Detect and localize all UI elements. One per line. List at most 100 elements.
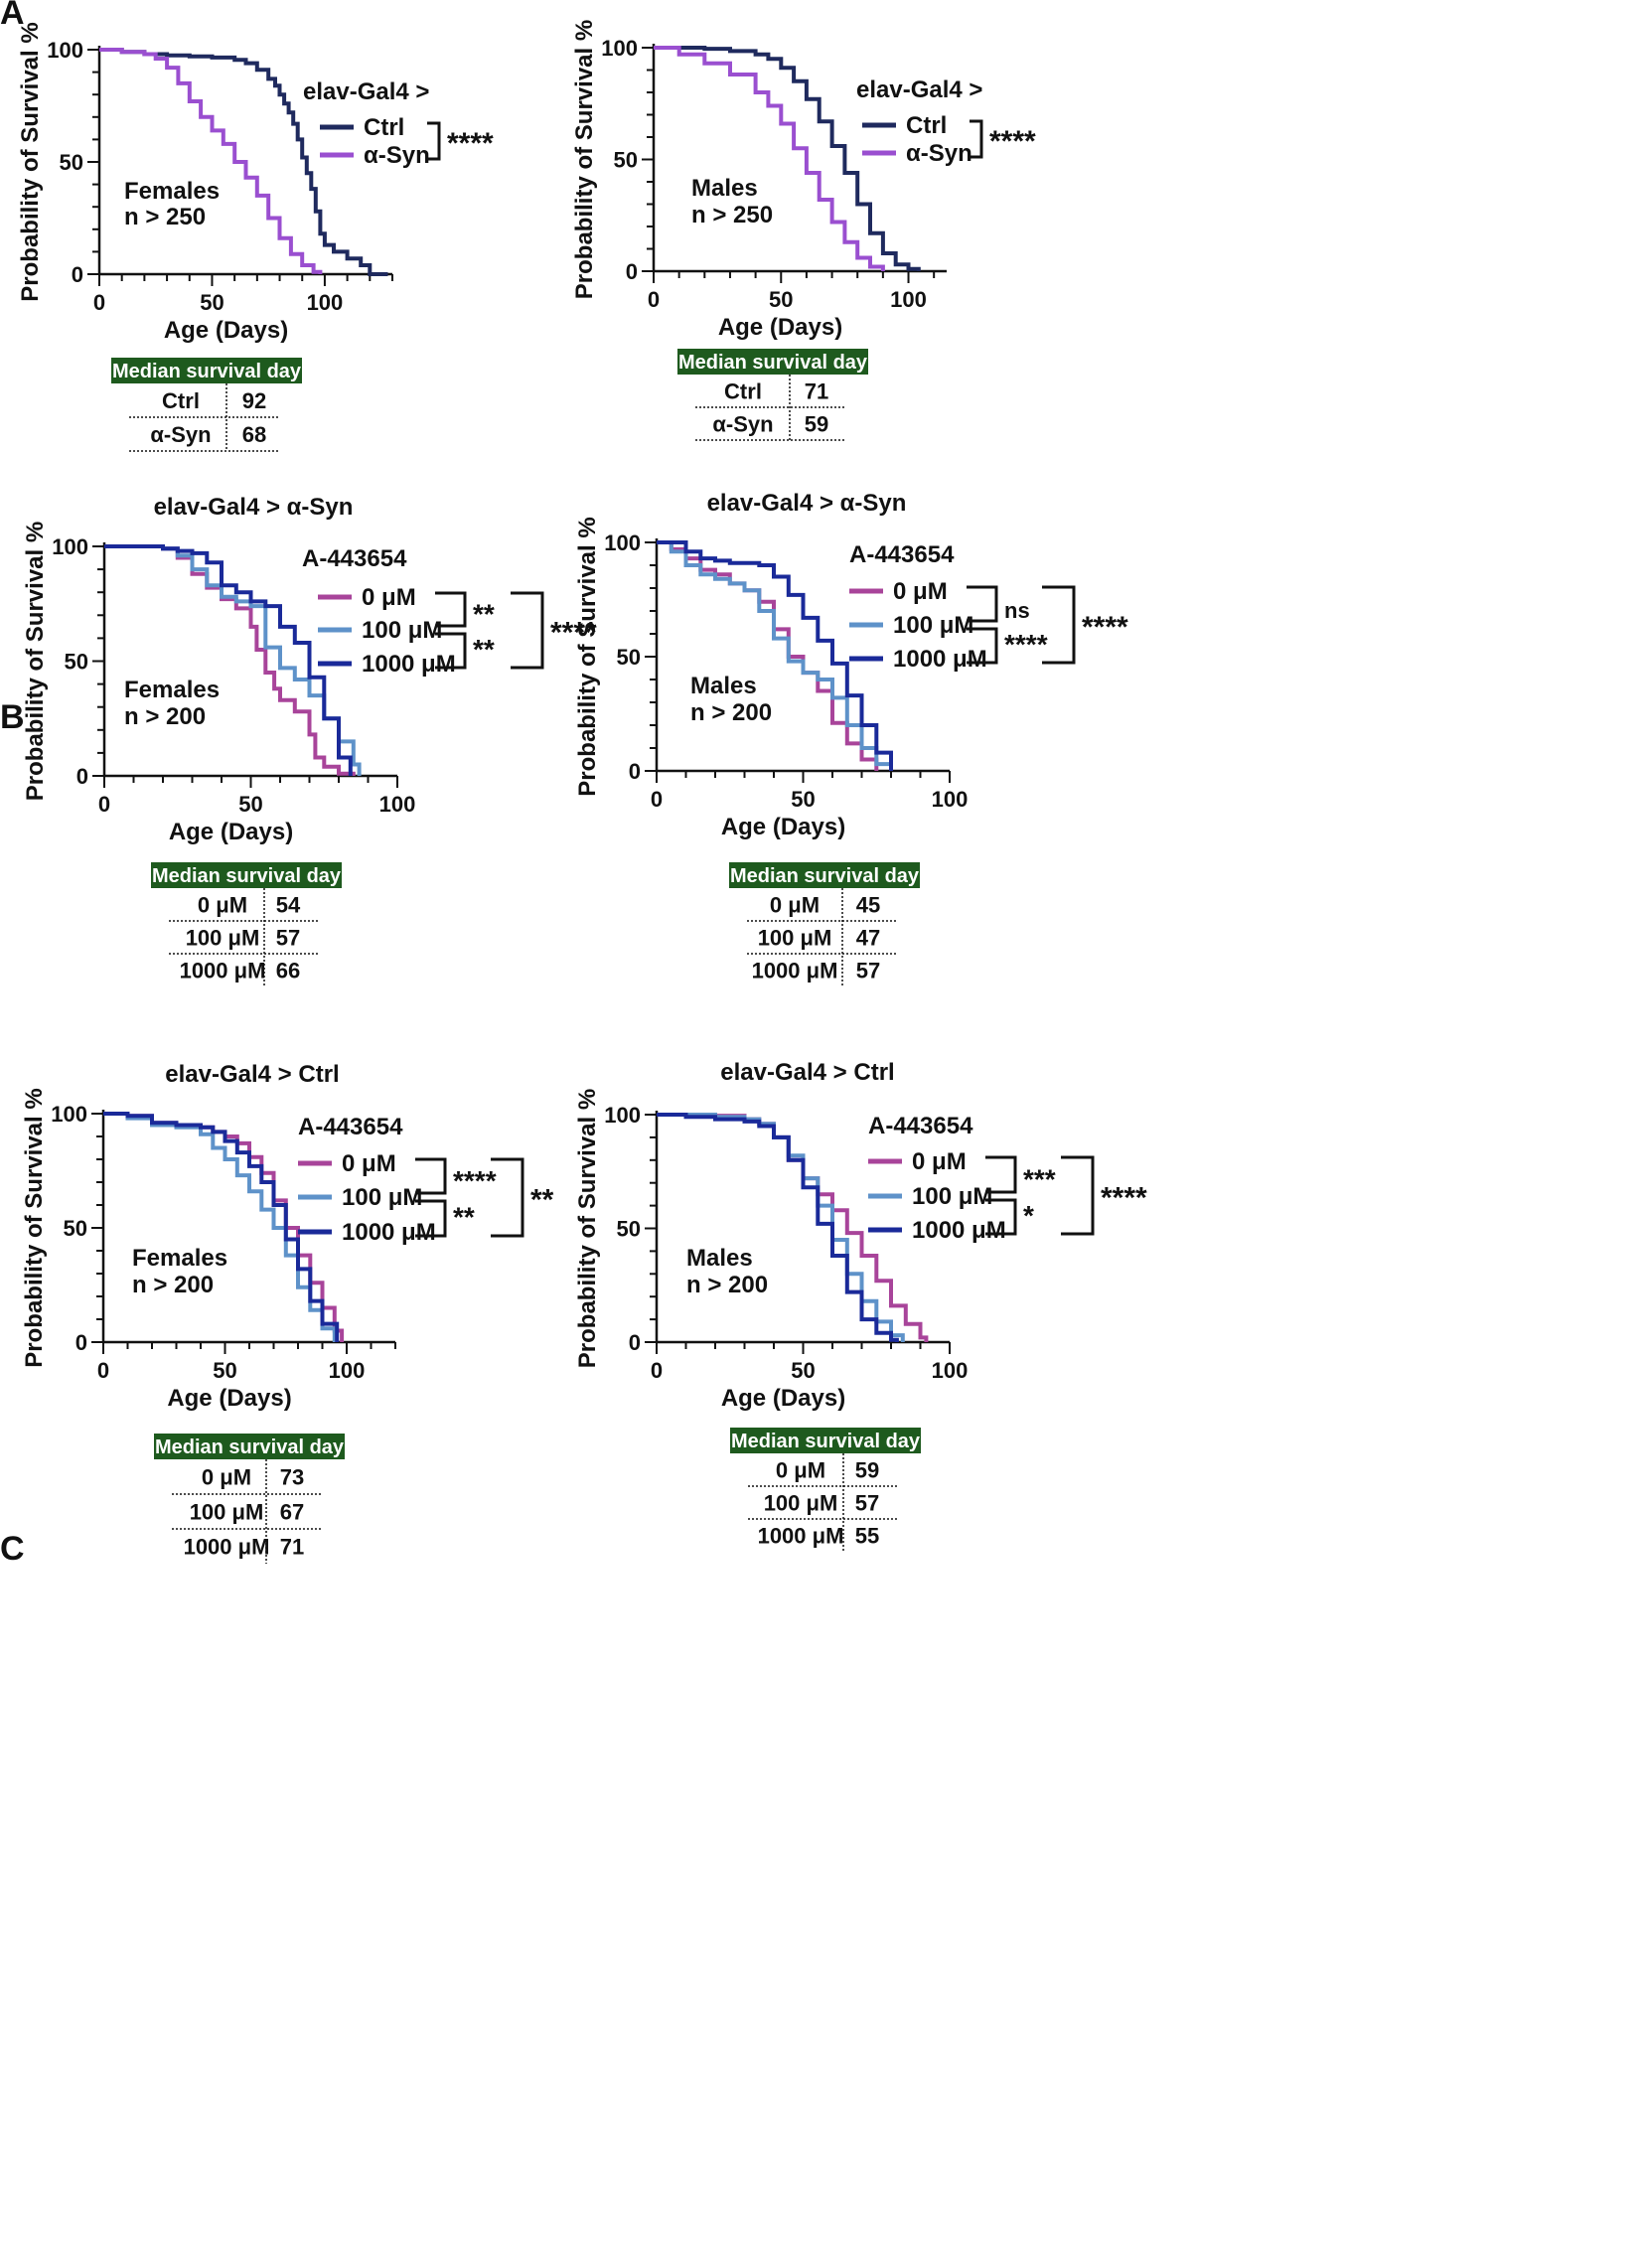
significance-bracket <box>967 585 998 623</box>
legend-title: elav-Gal4 > <box>303 78 429 105</box>
median-table-value: 71 <box>280 1535 304 1560</box>
median-table-group: 1000 μM <box>752 959 838 983</box>
y-tick-label: 0 <box>72 262 83 287</box>
significance-bracket <box>415 1157 447 1195</box>
chart-2: 0 50 100 0 50 100 Age (Days) Probability of Sur… <box>571 20 1036 441</box>
chart-4: elav-Gal4 > α-Syn 0 50 100 0 50 100 Age (Days) P… <box>574 490 1128 986</box>
median-table-value: 92 <box>242 388 266 413</box>
x-axis-label: Age (Days) <box>718 314 842 341</box>
legend-title: A-443654 <box>849 541 955 568</box>
median-table-value: 66 <box>276 959 300 983</box>
significance-bracket <box>1042 585 1076 665</box>
median-table-value: 67 <box>280 1500 304 1525</box>
x-tick-label: 50 <box>200 290 224 315</box>
median-table-group: 100 μM <box>764 1491 838 1516</box>
legend-title: A-443654 <box>868 1113 973 1139</box>
legend-label: Ctrl <box>364 114 404 141</box>
survival-curve-3 <box>657 540 893 771</box>
significance-label: ** <box>473 634 495 665</box>
chart-3: elav-Gal4 > α-Syn 0 50 100 0 50 100 Age (Days) P… <box>22 494 597 986</box>
group-label: Females <box>132 1245 227 1272</box>
survival-curve-3 <box>657 1113 899 1342</box>
y-axis-label: Probability of Survival % <box>21 1088 48 1367</box>
x-tick-label: 100 <box>307 290 344 315</box>
significance-label: **** <box>1101 1182 1147 1215</box>
x-tick-label: 0 <box>98 792 110 817</box>
significance-label: **** <box>550 617 597 650</box>
median-table-value: 54 <box>276 893 301 918</box>
survival-curve-1 <box>99 48 388 276</box>
median-table-group: α-Syn <box>150 422 211 447</box>
y-tick-label: 50 <box>60 150 83 175</box>
y-tick-label: 50 <box>617 1217 641 1242</box>
median-table-value: 45 <box>856 893 880 918</box>
panel-letter-b: B <box>0 698 25 736</box>
significance-bracket <box>427 121 441 161</box>
y-tick-label: 100 <box>604 1103 641 1128</box>
significance-bracket <box>491 1157 524 1238</box>
x-tick-label: 100 <box>932 787 969 812</box>
median-table-value: 68 <box>242 422 266 447</box>
x-tick-label: 100 <box>329 1358 366 1383</box>
median-table-group: 1000 μM <box>184 1535 270 1560</box>
significance-label: ** <box>473 599 495 630</box>
panel-letter-c: C <box>0 1530 25 1568</box>
y-tick-label: 50 <box>64 1216 87 1241</box>
x-tick-label: 0 <box>93 290 105 315</box>
y-tick-label: 100 <box>601 36 638 61</box>
group-label: Males <box>690 673 757 699</box>
median-table-header-bg <box>154 1434 345 1459</box>
y-tick-label: 50 <box>617 645 641 670</box>
chart-title: elav-Gal4 > α-Syn <box>154 494 354 521</box>
y-axis-label: Probability of Survival % <box>571 20 598 299</box>
group-label: Males <box>691 175 758 202</box>
x-axis-label: Age (Days) <box>167 1385 291 1412</box>
x-tick-label: 0 <box>651 787 663 812</box>
legend-title: A-443654 <box>298 1114 403 1140</box>
significance-label: ns <box>1004 598 1030 623</box>
significance-bracket <box>970 119 983 159</box>
group-label: Females <box>124 677 220 703</box>
significance-label: **** <box>453 1165 497 1196</box>
median-table-group: 100 μM <box>758 926 832 951</box>
sample-size-label: n > 250 <box>691 202 773 228</box>
median-table-header: Median survival day <box>112 361 302 382</box>
x-tick-label: 50 <box>769 287 793 312</box>
legend-label: 100 μM <box>912 1183 992 1210</box>
x-axis-label: Age (Days) <box>169 819 293 845</box>
legend-label: 100 μM <box>362 617 442 644</box>
median-table-header-bg <box>151 862 342 888</box>
significance-bracket <box>415 1199 447 1238</box>
legend-label: 1000 μM <box>912 1217 1006 1244</box>
group-label: Males <box>686 1245 753 1272</box>
y-tick-label: 0 <box>629 1330 641 1355</box>
x-tick-label: 0 <box>648 287 660 312</box>
x-tick-label: 50 <box>791 1358 815 1383</box>
legend-label: 1000 μM <box>362 651 456 678</box>
y-tick-label: 100 <box>52 534 88 559</box>
y-axis-label: Probability of Survival % <box>574 517 601 796</box>
median-table-value: 57 <box>856 959 880 983</box>
median-table-group: Ctrl <box>724 379 762 404</box>
median-table-value: 59 <box>855 1458 879 1483</box>
survival-curve-1 <box>657 540 879 771</box>
median-table-group: 100 μM <box>186 926 260 951</box>
significance-label: **** <box>1004 629 1048 660</box>
median-table-group: 100 μM <box>190 1500 264 1525</box>
y-tick-label: 0 <box>626 259 638 284</box>
y-tick-label: 50 <box>65 650 88 675</box>
significance-label: **** <box>447 127 494 160</box>
survival-curve-2 <box>654 46 885 271</box>
y-tick-label: 0 <box>76 764 88 789</box>
significance-label: ** <box>453 1202 475 1233</box>
median-table-group: 1000 μM <box>758 1524 844 1549</box>
median-table-group: 0 μM <box>202 1465 251 1490</box>
median-table-group: α-Syn <box>712 412 773 437</box>
legend-label: 100 μM <box>893 612 973 639</box>
y-axis-label: Probability of Survival % <box>22 522 49 801</box>
median-table-value: 57 <box>276 926 300 951</box>
sample-size-label: n > 200 <box>686 1272 768 1298</box>
y-tick-label: 0 <box>75 1330 87 1355</box>
chart-1: 0 50 100 0 50 100 Age (Days) Probability of Sur… <box>17 22 494 452</box>
y-tick-label: 100 <box>51 1102 87 1127</box>
